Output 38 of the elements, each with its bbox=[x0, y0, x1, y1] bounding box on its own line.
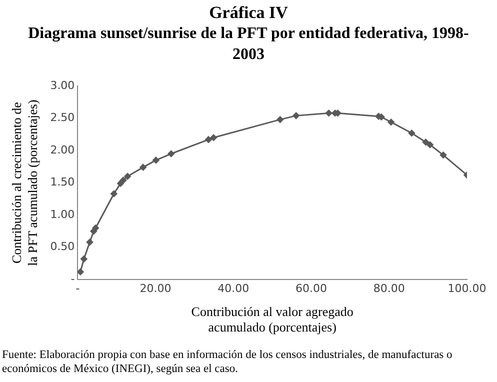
source-note: Fuente: Elaboración propia con base en información de los censos industriales, de manufacturas o económicos de México (INEGI), según sea el caso. bbox=[2, 348, 454, 376]
point bbox=[78, 268, 84, 276]
point bbox=[152, 156, 160, 164]
x-tick-label: 20.00 bbox=[140, 282, 172, 296]
point bbox=[168, 150, 174, 158]
y-tick-label: 1.50 bbox=[50, 176, 75, 189]
y-axis-title: Contribución al crecimiento de la PFT acumulado (porcentajes) bbox=[9, 100, 40, 266]
y-tick-label: - bbox=[70, 272, 75, 286]
point bbox=[408, 130, 416, 136]
y-tick-label: 1.00 bbox=[50, 208, 75, 221]
point bbox=[86, 238, 94, 246]
x-tick-label: 60.00 bbox=[296, 282, 328, 296]
point bbox=[110, 190, 118, 198]
point bbox=[426, 141, 434, 148]
point bbox=[205, 136, 212, 143]
y-tick-label: 3.00 bbox=[50, 78, 75, 92]
x-tick-label: 40.00 bbox=[218, 282, 250, 296]
chart-subtitle: Diagrama sunset/sunrise de la PFT por entidad federativa, 1998-2003 bbox=[27, 24, 470, 65]
point bbox=[210, 134, 217, 141]
chart-title: Gráfica IV bbox=[208, 2, 289, 23]
point bbox=[120, 176, 127, 184]
point bbox=[80, 256, 88, 262]
point bbox=[140, 164, 146, 171]
x-axis-title: Contribución al valor agregado acumulado (porcentajes) bbox=[191, 304, 354, 335]
point bbox=[276, 116, 284, 123]
x-tick-label: 100.00 bbox=[448, 282, 486, 296]
point bbox=[292, 112, 300, 120]
y-tick-label: 0.50 bbox=[50, 240, 75, 254]
point bbox=[440, 152, 447, 158]
point bbox=[92, 224, 99, 232]
point bbox=[117, 180, 124, 187]
point bbox=[124, 172, 131, 180]
point bbox=[388, 118, 394, 126]
point bbox=[422, 138, 430, 146]
y-tick-label: 2.00 bbox=[50, 143, 75, 156]
y-tick-label: 2.50 bbox=[50, 111, 75, 124]
point bbox=[325, 110, 332, 116]
x-tick-label: 80.00 bbox=[373, 282, 405, 296]
